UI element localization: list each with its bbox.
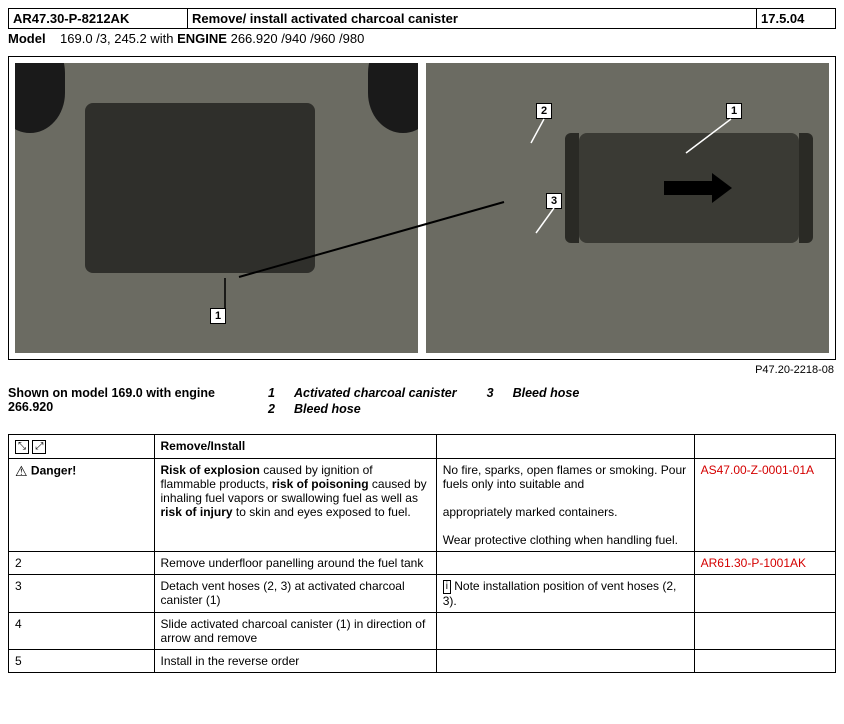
legend-txt: Activated charcoal canister xyxy=(294,386,457,400)
legend-num: 2 xyxy=(268,402,282,416)
expand-icon: ⤢ xyxy=(32,440,46,454)
desc-col: Risk of explosion caused by ignition of … xyxy=(154,458,436,551)
ref-col xyxy=(694,649,835,672)
ref-col xyxy=(694,574,835,612)
note-col: No fire, sparks, open flames or smoking.… xyxy=(436,458,694,551)
procedure-table: ⤡ ⤢ Remove/Install ⚠ Danger!Risk of expl… xyxy=(8,434,836,673)
legend-txt: Bleed hose xyxy=(513,386,580,400)
diagram-right-panel: 2 1 3 xyxy=(426,63,829,353)
step-col: 5 xyxy=(9,649,155,672)
hdr-title-text: Remove/Install xyxy=(161,439,246,453)
doc-title: Remove/ install activated charcoal canis… xyxy=(188,9,757,29)
hdr-empty xyxy=(694,435,835,459)
desc-col: Remove underfloor panelling around the f… xyxy=(154,551,436,574)
note-col: i Note installation position of vent hos… xyxy=(436,574,694,612)
model-label: Model xyxy=(8,31,46,46)
ref-col xyxy=(694,612,835,649)
legend-num: 3 xyxy=(487,386,501,400)
diagram-ref: P47.20-2218-08 xyxy=(8,364,834,376)
legend: Shown on model 169.0 with engine 266.920… xyxy=(8,386,836,418)
ref-col: AS47.00-Z-0001-01A xyxy=(694,458,835,551)
legend-num: 1 xyxy=(268,386,282,400)
table-header-row: ⤡ ⤢ Remove/Install xyxy=(9,435,836,459)
table-row: 2Remove underfloor panelling around the … xyxy=(9,551,836,574)
header-table: AR47.30-P-8212AK Remove/ install activat… xyxy=(8,8,836,29)
note-col xyxy=(436,551,694,574)
desc-col: Detach vent hoses (2, 3) at activated ch… xyxy=(154,574,436,612)
legend-col-1: 1 Activated charcoal canister 2 Bleed hose xyxy=(268,386,457,418)
hdr-title: Remove/Install xyxy=(154,435,436,459)
ref-col: AR61.30-P-1001AK xyxy=(694,551,835,574)
legend-shown-l1: Shown on model 169.0 with engine xyxy=(8,386,215,400)
step-col: 3 xyxy=(9,574,155,612)
step-col: 2 xyxy=(9,551,155,574)
legend-shown-on: Shown on model 169.0 with engine 266.920 xyxy=(8,386,238,418)
engine-word: ENGINE xyxy=(177,31,227,46)
desc-col: Slide activated charcoal canister (1) in… xyxy=(154,612,436,649)
table-row: 4Slide activated charcoal canister (1) i… xyxy=(9,612,836,649)
model-values: 169.0 /3, 245.2 with xyxy=(60,31,173,46)
doc-date: 17.5.04 xyxy=(757,9,836,29)
diagram-box: 1 2 1 3 xyxy=(8,56,836,360)
legend-shown-l2: 266.920 xyxy=(8,400,53,414)
step-col: ⚠ Danger! xyxy=(9,458,155,551)
hdr-empty xyxy=(436,435,694,459)
engine-values: 266.920 /940 /960 /980 xyxy=(231,31,365,46)
legend-txt: Bleed hose xyxy=(294,402,361,416)
step-col: 4 xyxy=(9,612,155,649)
diagram-left-panel: 1 xyxy=(15,63,418,353)
table-row: ⚠ Danger!Risk of explosion caused by ign… xyxy=(9,458,836,551)
model-line: Model 169.0 /3, 245.2 with ENGINE 266.92… xyxy=(8,31,836,46)
warning-icon: ⚠ xyxy=(15,463,28,480)
hdr-icons: ⤡ ⤢ xyxy=(9,435,155,459)
leader-lines xyxy=(426,63,829,353)
note-col xyxy=(436,612,694,649)
desc-col: Install in the reverse order xyxy=(154,649,436,672)
doc-code: AR47.30-P-8212AK xyxy=(9,9,188,29)
note-col xyxy=(436,649,694,672)
table-row: 3Detach vent hoses (2, 3) at activated c… xyxy=(9,574,836,612)
info-icon: i xyxy=(443,580,451,594)
expand-icon: ⤡ xyxy=(15,440,29,454)
table-row: 5Install in the reverse order xyxy=(9,649,836,672)
leader-line xyxy=(15,63,418,353)
legend-col-2: 3 Bleed hose xyxy=(487,386,580,418)
